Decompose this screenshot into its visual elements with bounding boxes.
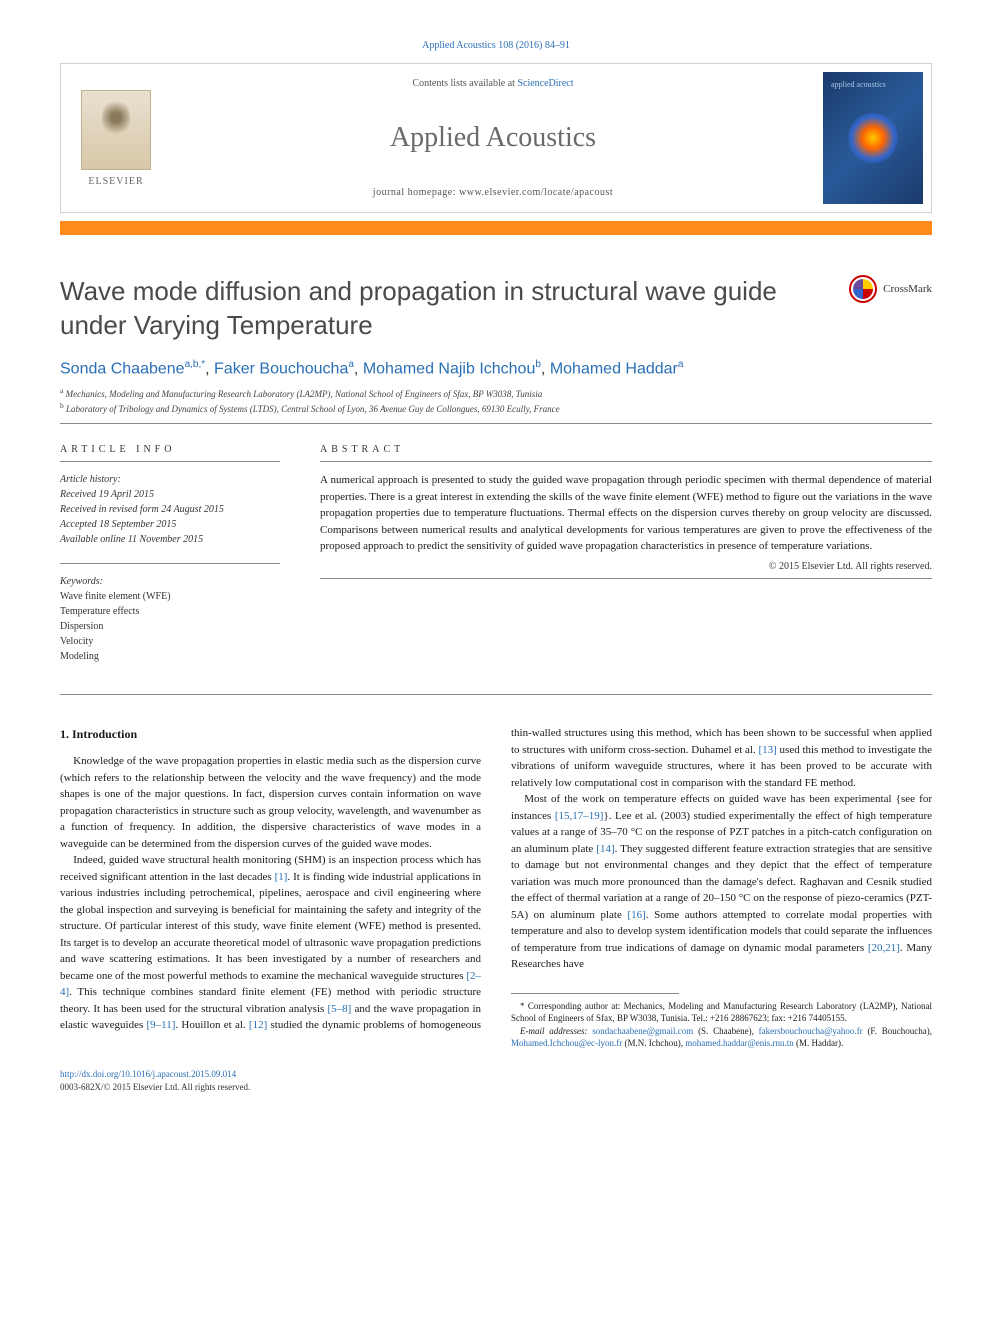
keyword-item: Dispersion (60, 619, 280, 634)
page-footer: http://dx.doi.org/10.1016/j.apacoust.201… (60, 1068, 932, 1093)
body-paragraph: Most of the work on temperature effects … (511, 791, 932, 973)
crossmark-icon (849, 275, 877, 303)
author-link[interactable]: Sonda Chaabene (60, 360, 185, 377)
ref-link[interactable]: [16] (627, 909, 645, 921)
homepage-url[interactable]: www.elsevier.com/locate/apacoust (459, 187, 613, 198)
aff-text: Laboratory of Tribology and Dynamics of … (66, 404, 560, 414)
contents-prefix: Contents lists available at (412, 78, 517, 89)
authors-line: Sonda Chaabenea,b,*, Faker Bouchouchaa, … (60, 359, 932, 378)
ref-link[interactable]: [15,17–19] (555, 810, 604, 822)
keywords-subhead: Keywords: (60, 574, 280, 589)
footnote-divider (511, 993, 679, 994)
article-history: Article history: Received 19 April 2015 … (60, 472, 280, 547)
email-link[interactable]: fakersbouchoucha@yahoo.fr (759, 1026, 863, 1036)
divider (320, 578, 932, 579)
corr-text: Corresponding author at: Mechanics, Mode… (511, 1001, 932, 1024)
publisher-logo: ELSEVIER (61, 64, 171, 212)
email-label: E-mail addresses: (520, 1026, 592, 1036)
history-accepted: Accepted 18 September 2015 (60, 517, 280, 532)
keyword-item: Velocity (60, 634, 280, 649)
email-link[interactable]: sondachaabene@gmail.com (592, 1026, 693, 1036)
author-aff: a,b,* (185, 359, 206, 370)
ref-link[interactable]: [14] (596, 843, 614, 855)
ref-link[interactable]: [1] (275, 871, 288, 883)
doi-link[interactable]: http://dx.doi.org/10.1016/j.apacoust.201… (60, 1069, 236, 1079)
corresponding-author-note: * Corresponding author at: Mechanics, Mo… (511, 1000, 932, 1025)
email-who: (S. Chaabene), (693, 1026, 758, 1036)
divider (60, 563, 280, 564)
divider (320, 461, 932, 462)
sciencedirect-link[interactable]: ScienceDirect (517, 78, 573, 89)
author-aff: a (678, 359, 684, 370)
email-addresses-note: E-mail addresses: sondachaabene@gmail.co… (511, 1025, 932, 1050)
aff-sup: b (60, 401, 64, 410)
email-who: (M. Haddar). (794, 1038, 843, 1048)
ref-link[interactable]: [20,21] (868, 942, 900, 954)
cover-label: applied acoustics (831, 80, 886, 89)
abstract-text: A numerical approach is presented to stu… (320, 472, 932, 555)
author-link[interactable]: Mohamed Haddar (550, 360, 678, 377)
publisher-label: ELSEVIER (88, 176, 143, 187)
keyword-item: Wave finite element (WFE) (60, 589, 280, 604)
citation-line: Applied Acoustics 108 (2016) 84–91 (60, 40, 932, 51)
issn-copyright: 0003-682X/© 2015 Elsevier Ltd. All right… (60, 1082, 250, 1092)
keyword-item: Modeling (60, 649, 280, 664)
aff-text: Mechanics, Modeling and Manufacturing Re… (66, 389, 543, 399)
article-info-label: ARTICLE INFO (60, 444, 280, 455)
body-paragraph: Knowledge of the wave propagation proper… (60, 753, 481, 852)
body-text: 1. Introduction Knowledge of the wave pr… (60, 725, 932, 1050)
affiliations: a Mechanics, Modeling and Manufacturing … (60, 386, 932, 415)
email-link[interactable]: Mohamed.Ichchou@ec-lyon.fr (511, 1038, 622, 1048)
journal-header: ELSEVIER Contents lists available at Sci… (60, 63, 932, 213)
author-aff: a (348, 359, 354, 370)
email-who: (F. Bouchoucha), (863, 1026, 932, 1036)
homepage-prefix: journal homepage: (373, 187, 459, 198)
ref-link[interactable]: [9–11] (147, 1019, 176, 1031)
history-revised: Received in revised form 24 August 2015 (60, 502, 280, 517)
history-received: Received 19 April 2015 (60, 487, 280, 502)
crossmark-badge[interactable]: CrossMark (849, 275, 932, 303)
author-aff: b (535, 359, 541, 370)
history-online: Available online 11 November 2015 (60, 532, 280, 547)
ref-link[interactable]: [12] (249, 1019, 267, 1031)
email-link[interactable]: mohamed.haddar@enis.rnu.tn (685, 1038, 794, 1048)
author-link[interactable]: Mohamed Najib Ichchou (363, 360, 536, 377)
keyword-item: Temperature effects (60, 604, 280, 619)
journal-name: Applied Acoustics (191, 122, 795, 154)
divider (60, 423, 932, 424)
homepage-line: journal homepage: www.elsevier.com/locat… (191, 187, 795, 198)
contents-line: Contents lists available at ScienceDirec… (191, 78, 795, 89)
accent-bar (60, 221, 932, 235)
ref-link[interactable]: [13] (758, 744, 776, 756)
crossmark-label: CrossMark (883, 283, 932, 295)
ref-link[interactable]: [5–8] (328, 1003, 352, 1015)
keywords: Keywords: Wave finite element (WFE) Temp… (60, 574, 280, 664)
author-link[interactable]: Faker Bouchoucha (214, 360, 348, 377)
history-subhead: Article history: (60, 472, 280, 487)
aff-sup: a (60, 386, 63, 395)
divider (60, 694, 932, 695)
journal-cover-thumbnail: applied acoustics (823, 72, 923, 204)
abstract-label: ABSTRACT (320, 444, 932, 455)
elsevier-tree-icon (81, 90, 151, 170)
divider (60, 461, 280, 462)
section-heading: 1. Introduction (60, 725, 481, 743)
abstract-copyright: © 2015 Elsevier Ltd. All rights reserved… (320, 561, 932, 572)
email-who: (M.N. Ichchou), (622, 1038, 685, 1048)
article-title: Wave mode diffusion and propagation in s… (60, 275, 829, 343)
